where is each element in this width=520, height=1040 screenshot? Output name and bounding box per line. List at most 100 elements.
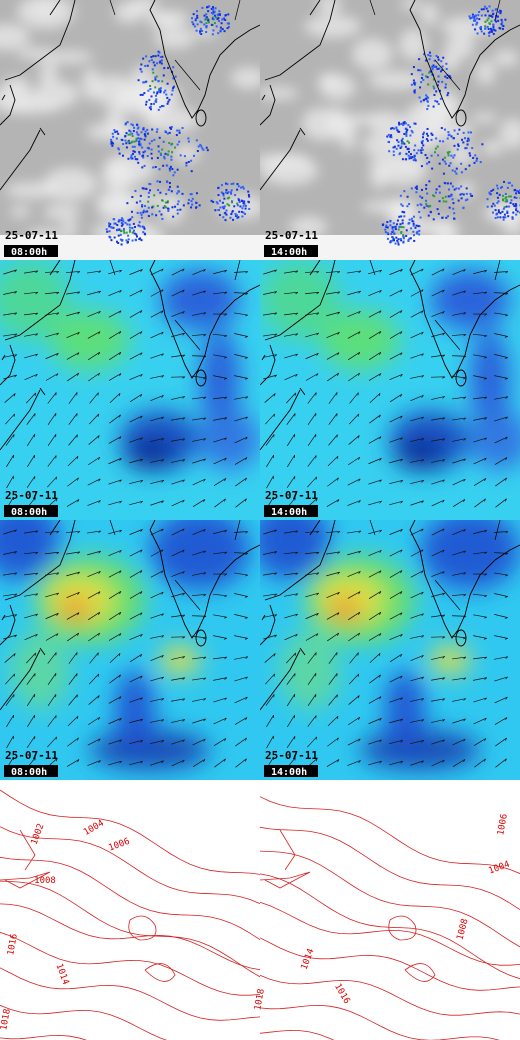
rain-pixel [176,212,179,215]
rain-pixel [415,187,418,190]
wind-arrow [150,655,164,661]
wind-arrow [68,652,78,664]
wind-arrow [368,760,382,766]
rain-pixel [121,223,124,226]
wind-arrow [87,290,101,296]
wind-zone [280,630,340,710]
time-box [4,245,58,257]
rain-pixel [127,133,130,136]
rain-pixel [400,225,403,228]
wind-arrow [129,352,143,360]
rain-pixel [171,168,174,171]
rain-pixel [426,127,429,130]
rain-pixel [419,149,422,152]
wind-arrow [88,435,100,445]
rain-pixel [196,14,199,17]
wind-arrow [286,433,296,447]
rain-pixel [410,129,413,132]
rain-pixel [172,174,175,177]
rain-pixel [467,137,470,140]
rain-pixel [495,8,498,11]
wind-arrow [87,500,101,506]
wind-arrow [431,499,445,507]
rain-pixel [398,225,401,228]
rain-pixel [147,191,150,194]
cloud [260,153,311,168]
rain-pixel [426,108,429,111]
rain-pixel [187,160,190,163]
rain-pixel [123,231,126,234]
wind-arrow [150,528,164,536]
wind-arrow [307,434,317,446]
rain-pixel [238,200,241,203]
rain-pixel [147,206,150,209]
isobar [259,901,520,966]
wind-arrow [213,529,228,535]
rain-pixel [210,11,213,14]
isobar [0,829,51,889]
rain-pixel [502,198,505,201]
rain-pixel [448,75,451,78]
isobar-row [0,780,520,1040]
rain-pixel [436,56,439,59]
rain-pixel [191,203,194,206]
rain-pixel [466,143,469,146]
wind-arrow [24,270,39,274]
wind-arrow [171,677,186,681]
rain-pixel [199,27,202,30]
rain-pixel [115,240,118,243]
rain-pixel [420,146,423,149]
wind-arrow [452,550,466,556]
rain-pixel [135,139,138,142]
rain-pixel [475,23,478,26]
wind-arrow [473,417,488,421]
rain-pixel [125,132,128,135]
wind-arrow [3,291,18,295]
rain-pixel [499,212,502,215]
rain-pixel [414,186,417,189]
rain-pixel [110,138,113,141]
wind-arrow [473,717,487,725]
rain-pixel [129,130,132,133]
rain-pixel [144,135,147,138]
wind-arrow [234,416,248,422]
isobar-label: 1018 [253,988,267,1011]
rain-pixel [166,102,169,105]
wind-arrow [263,291,278,295]
isobar-label: 1018 [0,1008,13,1031]
wind-arrow [452,677,467,681]
wind-arrow [327,372,340,382]
rain-pixel [217,17,220,20]
rain-pixel [119,238,122,241]
rain-pixel [140,63,143,66]
rain-pixel [226,197,229,200]
wind-arrows [263,528,509,770]
isobar [388,915,436,982]
rain-pixel [412,79,415,82]
rain-pixel [168,182,171,185]
wind-arrow [213,457,227,465]
rain-pixel [402,121,405,124]
wind-arrow [452,718,466,724]
rain-pixel [401,141,404,144]
rain-pixel [474,28,477,31]
rain-pixel [425,204,428,207]
wind-arrow [213,396,228,400]
rain-pixel [496,15,499,18]
rain-pixel [143,92,146,95]
rain-pixel [166,132,169,135]
wind-arrow [192,656,207,660]
rain-pixel [150,140,153,143]
wind-arrow [3,529,17,535]
rain-pixel [166,164,169,167]
rain-pixel [495,213,498,216]
isobar [0,1004,168,1040]
wind-arrow [150,459,165,463]
rain-pixel [129,229,132,232]
rain-pixel [219,29,222,32]
rain-pixel [214,7,217,10]
wind-arrow [109,652,121,664]
time-label: 08:00h [11,507,47,518]
rain-pixel [130,123,133,126]
rain-pixel [401,204,404,207]
